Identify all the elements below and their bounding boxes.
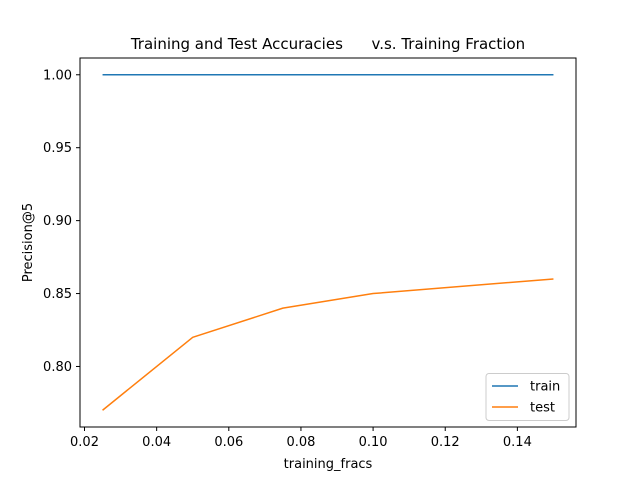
x-tick-label: 0.08 <box>286 435 315 450</box>
plot-area <box>80 58 576 427</box>
y-tick-label: 0.95 <box>43 141 72 156</box>
y-tick-label: 0.80 <box>43 360 72 375</box>
x-axis-label: training_fracs <box>284 457 373 472</box>
legend-label-train: train <box>530 380 560 395</box>
x-tick-label: 0.06 <box>214 435 243 450</box>
y-tick-label: 0.90 <box>43 214 72 229</box>
x-tick-label: 0.02 <box>70 435 99 450</box>
x-tick-label: 0.14 <box>503 435 532 450</box>
chart-title: Training and Test Accuracies v.s. Traini… <box>130 35 525 53</box>
legend: train test <box>486 374 569 421</box>
x-tick-label: 0.10 <box>359 435 388 450</box>
y-axis-label: Precision@5 <box>21 203 36 282</box>
x-tick-label: 0.12 <box>431 435 460 450</box>
x-tick-label: 0.04 <box>142 435 171 450</box>
legend-label-test: test <box>530 401 555 416</box>
y-tick-label: 0.85 <box>43 287 72 302</box>
y-tick-label: 1.00 <box>43 68 72 83</box>
